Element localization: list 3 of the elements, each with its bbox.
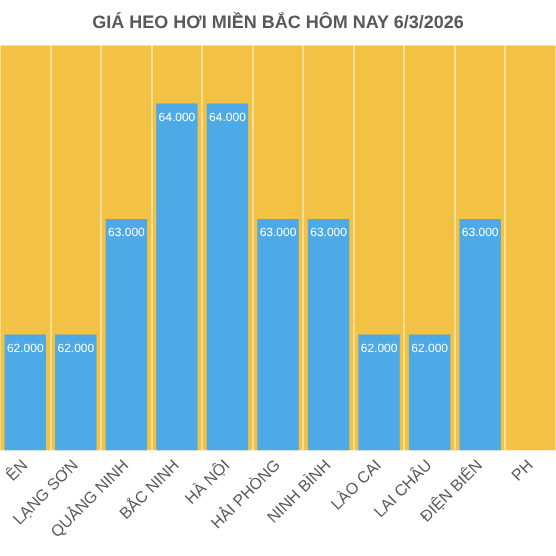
x-tick-label: PH <box>508 455 537 485</box>
chart-title: GIÁ HEO HƠI MIỀN BẮC HÔM NAY 6/3/2026 <box>92 9 464 32</box>
x-tick-label: ÊN <box>2 455 32 485</box>
